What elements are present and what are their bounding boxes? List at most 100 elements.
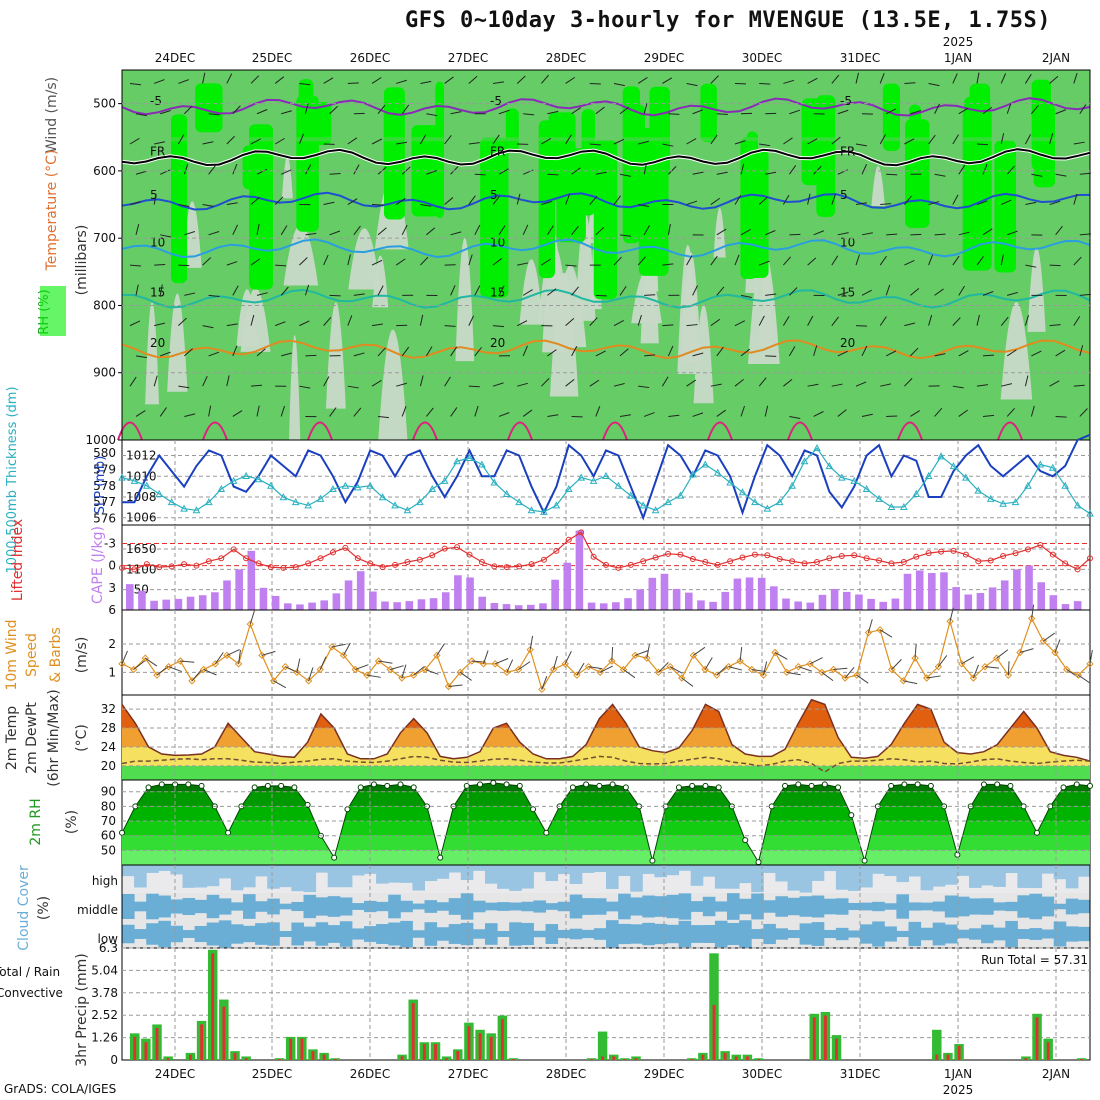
wind-barb	[928, 201, 940, 206]
wind-barb	[377, 415, 389, 419]
cloud-cell-middle	[448, 898, 462, 915]
wind-barb	[619, 348, 629, 357]
lifted-index-point	[1037, 541, 1044, 548]
ylabel-temp-b: 2m DewPt	[24, 702, 40, 774]
wind10-point	[503, 668, 511, 677]
top-date-label: 24DEC	[155, 51, 195, 65]
wind-barb	[716, 228, 727, 236]
wind-barb	[523, 113, 535, 116]
cape-bar	[745, 577, 754, 610]
rh2m-band	[122, 850, 1090, 865]
slp-frame	[121, 439, 1091, 526]
ylabel-cape: CAPE (J/kg)	[90, 526, 106, 604]
lifted-index-point	[727, 558, 734, 565]
cloud-cell-middle	[581, 898, 595, 915]
wind-barb	[154, 141, 166, 145]
thickness-line	[121, 447, 1091, 515]
rh2m-point	[848, 812, 855, 819]
wind-barb	[589, 143, 601, 146]
lifted-index-point	[516, 563, 523, 570]
rh-moist-region	[882, 83, 900, 152]
isotherm-label: 10	[490, 235, 505, 249]
wind-barb	[444, 135, 452, 145]
thickness-point	[130, 476, 139, 484]
thickness-point	[1024, 481, 1032, 489]
cloud-cell-high	[497, 865, 510, 889]
wind-barb	[232, 345, 238, 357]
wind10-point	[199, 665, 208, 674]
wind-barb	[401, 104, 410, 115]
cape-bar	[624, 598, 632, 610]
cloud-cell-low	[811, 922, 825, 946]
wind-barb	[323, 77, 334, 84]
cloud-cell-middle	[267, 898, 280, 915]
lifted-index-point	[379, 564, 386, 571]
wind-barb	[565, 134, 572, 145]
bottom-date-label: 28DEC	[546, 1067, 586, 1081]
cloud-cell-middle	[690, 901, 704, 912]
cloud-cell-low	[485, 923, 498, 945]
wind10-point	[374, 657, 383, 665]
cloud-cell-high	[835, 865, 849, 890]
wind-barb	[305, 354, 317, 357]
thickness-point	[540, 507, 548, 515]
wind-barb	[982, 354, 995, 357]
top-date-label: 29DEC	[644, 51, 684, 65]
wind-barb	[426, 407, 434, 417]
wind-barb	[202, 257, 212, 266]
wind10-barb	[867, 619, 873, 633]
precip-convective-bar	[311, 1051, 315, 1060]
wind-barb	[153, 193, 157, 205]
rh2m-point	[370, 781, 377, 788]
cloud-cell-high	[122, 865, 135, 877]
wind10-point	[888, 665, 896, 674]
cape-bar	[393, 602, 401, 610]
wind10-barb	[331, 643, 346, 648]
wind-barb	[129, 201, 141, 206]
wind-barb	[934, 233, 946, 236]
wind-barb	[667, 223, 671, 235]
thickness-point	[229, 476, 238, 484]
wind-barb	[129, 137, 140, 145]
wind10-barb	[180, 660, 195, 663]
wind-barb	[807, 193, 811, 205]
wind-barb	[547, 414, 559, 417]
wind-barb	[395, 197, 406, 205]
ylabel-thickness: 1000-500mb Thickness (dm)	[5, 386, 20, 573]
rh2m-point	[1060, 784, 1067, 791]
cape-bar	[296, 604, 304, 610]
wind10-point	[304, 677, 313, 685]
wind-barb	[450, 285, 456, 296]
wind-barb	[855, 72, 860, 84]
cloud-cell-low	[860, 924, 873, 944]
cape-bar	[587, 602, 596, 610]
rh2m-point	[888, 782, 895, 789]
wind-barb	[976, 72, 980, 84]
lifted-index-point	[404, 558, 411, 565]
lifted-index-point	[925, 550, 932, 557]
lifted-index-point	[888, 560, 895, 567]
cloud-cell-high	[376, 865, 389, 884]
wind-barb	[885, 108, 897, 115]
wind-barb	[880, 203, 892, 206]
wind-barb	[371, 379, 382, 387]
precip-convective-bar	[222, 1006, 226, 1060]
cape-bar	[223, 580, 231, 610]
rh2m-point	[530, 806, 537, 813]
wind-barb	[184, 413, 196, 417]
rh-moist-region	[905, 119, 930, 228]
cloud-cell-low	[388, 922, 401, 946]
cape-bar	[733, 578, 742, 610]
wind10-point	[1027, 614, 1036, 623]
wind-barb	[178, 79, 189, 84]
wind-barb	[1073, 256, 1082, 266]
wind-barb	[444, 197, 454, 205]
wind-barb	[910, 288, 920, 296]
wind-barb	[522, 289, 533, 296]
wind-barb	[353, 164, 360, 175]
lifted-index-point	[801, 560, 808, 567]
cloud-cell-low	[606, 920, 619, 948]
precip-convective-bar	[189, 1054, 192, 1060]
wind10-barb	[599, 665, 613, 673]
cloud-cell-middle	[1077, 899, 1091, 914]
